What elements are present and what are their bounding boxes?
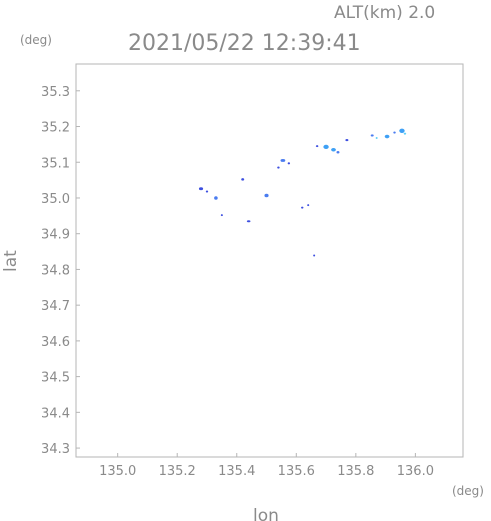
echo-cell	[313, 254, 316, 257]
echo-cell	[205, 190, 209, 193]
plot-frame	[75, 63, 464, 458]
y-tick-label: 34.3	[41, 442, 70, 457]
echo-cell	[384, 134, 390, 139]
y-tick-label: 35.3	[41, 85, 70, 100]
y-tick-label: 35.2	[41, 121, 70, 136]
echo-cell	[399, 128, 405, 133]
axis-ticks: 135.0 135.2 135.4 135.6 135.8 136.0 34.3 34.4 34…	[41, 85, 434, 479]
y-tick-label: 35.0	[41, 192, 70, 207]
echo-cell	[287, 162, 291, 165]
x-tick-label: 135.8	[337, 464, 374, 479]
x-unit-label: (deg)	[452, 484, 484, 498]
y-tick-label: 35.1	[41, 156, 70, 171]
echo-cell	[301, 206, 304, 209]
altitude-label: ALT(km) 2.0	[334, 3, 435, 23]
echo-cell	[323, 144, 329, 150]
x-axis-label: lon	[253, 506, 279, 521]
x-tick-label: 136.0	[397, 464, 434, 479]
echo-marks	[198, 128, 407, 257]
y-tick-label: 34.4	[41, 406, 70, 421]
echo-cell	[331, 147, 336, 152]
echo-cell	[264, 193, 269, 198]
echo-cell	[246, 220, 251, 223]
echo-cell	[336, 150, 340, 154]
echo-cell	[220, 214, 223, 217]
echo-cell	[393, 131, 396, 134]
y-axis-label: lat	[1, 250, 21, 272]
chart-title: 2021/05/22 12:39:41	[128, 31, 361, 56]
y-tick-label: 34.8	[41, 263, 70, 278]
echo-cell	[315, 145, 319, 148]
echo-cell	[345, 139, 349, 142]
y-unit-label: (deg)	[20, 33, 52, 47]
echo-cell	[307, 204, 310, 207]
echo-cell	[198, 187, 204, 191]
x-tick-label: 135.4	[218, 464, 255, 479]
echo-cell	[280, 159, 286, 162]
y-tick-label: 34.5	[41, 371, 70, 386]
echo-cell	[375, 136, 378, 139]
x-tick-label: 135.6	[278, 464, 315, 479]
y-tick-label: 34.7	[41, 299, 70, 314]
y-tick-label: 34.6	[41, 335, 70, 350]
x-tick-label: 135.0	[99, 464, 136, 479]
echo-cell	[370, 134, 374, 137]
echo-cell	[403, 132, 407, 135]
echo-cell	[241, 178, 245, 181]
echo-cell	[214, 196, 218, 200]
x-tick-label: 135.2	[159, 464, 196, 479]
y-tick-label: 34.9	[41, 228, 70, 243]
echo-cell	[277, 166, 280, 169]
